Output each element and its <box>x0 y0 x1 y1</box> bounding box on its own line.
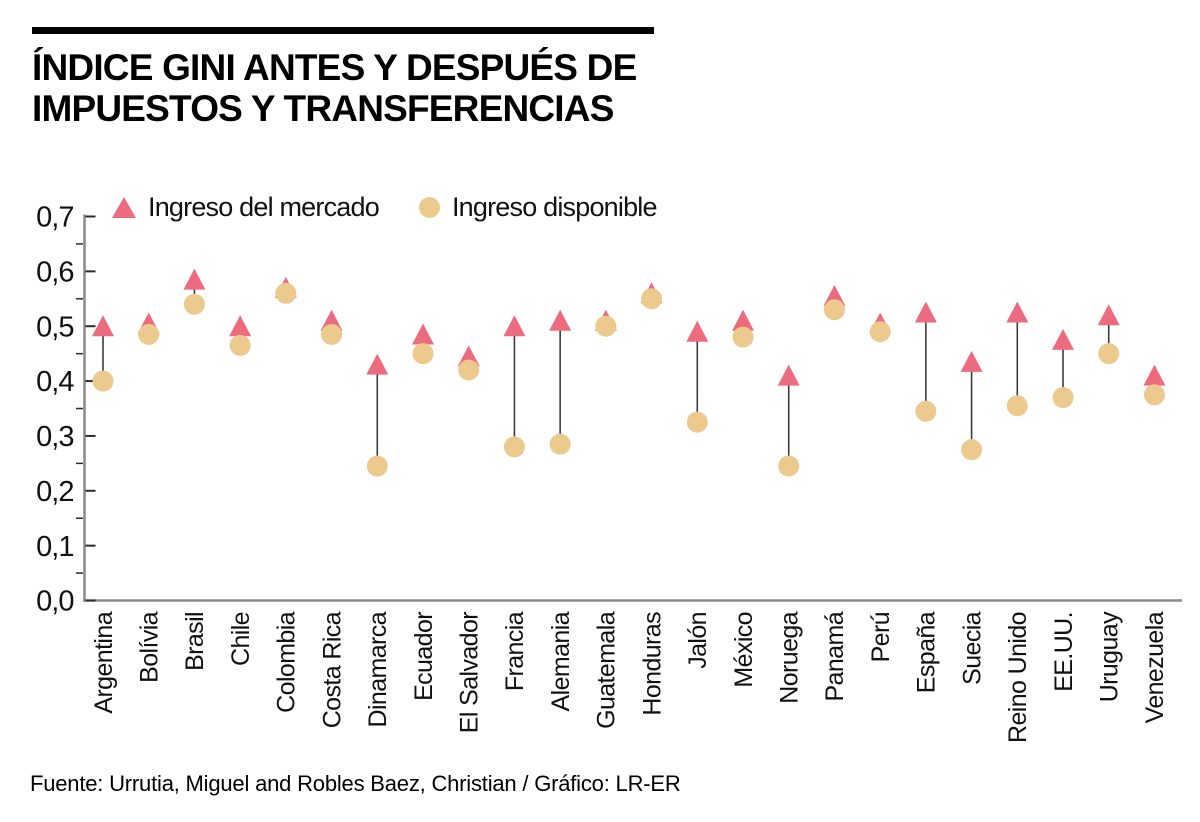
marker-market <box>1097 304 1120 326</box>
y-tick-label: 0,1 <box>36 531 73 563</box>
x-tick-label: EE.UU. <box>1050 612 1078 692</box>
x-tick-label: Dinamarca <box>364 611 392 727</box>
x-tick-label: Perú <box>867 612 895 662</box>
marker-disposable <box>961 439 983 461</box>
marker-market <box>686 320 709 342</box>
title-line-1: ÍNDICE GINI ANTES Y DESPUÉS DE <box>32 47 637 88</box>
marker-disposable <box>686 411 708 433</box>
title-accent-bar <box>32 27 654 34</box>
marker-disposable <box>595 315 617 337</box>
x-tick-label: Honduras <box>638 612 666 716</box>
y-tick-label: 0,5 <box>36 311 73 343</box>
marker-market <box>457 345 480 367</box>
source-credit: Fuente: Urrutia, Miguel and Robles Baez,… <box>30 771 681 796</box>
marker-disposable <box>138 323 160 345</box>
y-tick-label: 0,0 <box>36 586 73 618</box>
legend-item-disposable: Ingreso disponible <box>418 192 658 223</box>
x-tick-label: España <box>913 611 941 693</box>
x-tick-label: Venezuela <box>1141 611 1169 723</box>
x-tick-label: Argentina <box>90 611 118 713</box>
marker-disposable <box>641 288 663 310</box>
marker-market <box>366 353 389 375</box>
title-line-2: IMPUESTOS Y TRANSFERENCIAS <box>32 88 614 129</box>
triangle-marker-icon <box>112 197 136 218</box>
chart-legend: Ingreso del mercado Ingreso disponible <box>112 192 658 223</box>
x-tick-label: Colombia <box>273 611 301 712</box>
marker-disposable <box>92 370 114 392</box>
marker-disposable <box>1052 387 1074 409</box>
marker-market <box>412 323 435 345</box>
marker-disposable <box>778 455 800 477</box>
marker-disposable <box>1143 384 1165 406</box>
marker-market <box>183 268 206 290</box>
marker-disposable <box>732 326 754 348</box>
x-tick-label: El Salvador <box>455 612 483 734</box>
x-tick-label: Francia <box>501 611 529 691</box>
marker-disposable <box>549 433 571 455</box>
marker-disposable <box>458 359 480 381</box>
x-tick-label: Bolívia <box>135 611 163 683</box>
marker-market <box>960 350 983 372</box>
marker-disposable <box>1098 343 1120 365</box>
circle-marker-icon <box>418 197 440 218</box>
marker-disposable <box>503 436 525 458</box>
legend-label-market: Ingreso del mercado <box>148 192 380 222</box>
marker-market <box>1143 364 1166 386</box>
x-tick-label: Ecuador <box>410 612 438 701</box>
x-tick-label: Costa Rica <box>318 611 346 728</box>
marker-market <box>229 315 252 337</box>
y-tick-label: 0,4 <box>36 366 74 398</box>
marker-market <box>503 315 526 337</box>
x-tick-label: Reino Unido <box>1004 612 1032 743</box>
x-tick-label: Guatemala <box>593 611 621 729</box>
marker-disposable <box>823 299 845 321</box>
x-tick-label: Panamá <box>821 611 849 701</box>
x-tick-label: Suecia <box>958 611 986 685</box>
y-tick-label: 0,3 <box>36 421 73 453</box>
x-tick-label: México <box>730 612 758 688</box>
marker-market <box>320 309 343 331</box>
marker-disposable <box>1006 395 1028 417</box>
y-tick-label: 0,7 <box>36 202 73 234</box>
x-tick-label: Brasil <box>181 612 209 671</box>
marker-disposable <box>412 343 434 365</box>
marker-disposable <box>275 282 297 304</box>
marker-market <box>1006 301 1029 323</box>
chart-title: ÍNDICE GINI ANTES Y DESPUÉS DE IMPUESTOS … <box>32 47 654 129</box>
x-tick-label: Uruguay <box>1095 611 1123 702</box>
marker-disposable <box>229 334 251 356</box>
marker-market <box>914 301 937 323</box>
marker-disposable <box>869 321 891 343</box>
marker-market <box>777 364 800 386</box>
x-tick-label: Alemania <box>547 611 575 711</box>
x-tick-label: Noruega <box>775 611 803 703</box>
marker-market <box>92 315 114 337</box>
marker-disposable <box>321 323 343 345</box>
marker-disposable <box>915 400 937 422</box>
header: ÍNDICE GINI ANTES Y DESPUÉS DE IMPUESTOS … <box>32 27 654 129</box>
x-tick-label: Jalón <box>684 612 712 669</box>
marker-market <box>1052 328 1075 350</box>
legend-label-disposable: Ingreso disponible <box>451 192 658 222</box>
marker-disposable <box>366 455 388 477</box>
marker-market <box>823 285 846 307</box>
marker-market <box>549 309 572 331</box>
x-tick-label: Chile <box>227 612 255 666</box>
marker-market <box>732 309 755 331</box>
marker-disposable <box>183 293 205 315</box>
legend-item-market: Ingreso del mercado <box>112 192 380 223</box>
y-tick-label: 0,6 <box>36 257 73 289</box>
y-tick-label: 0,2 <box>36 476 73 508</box>
